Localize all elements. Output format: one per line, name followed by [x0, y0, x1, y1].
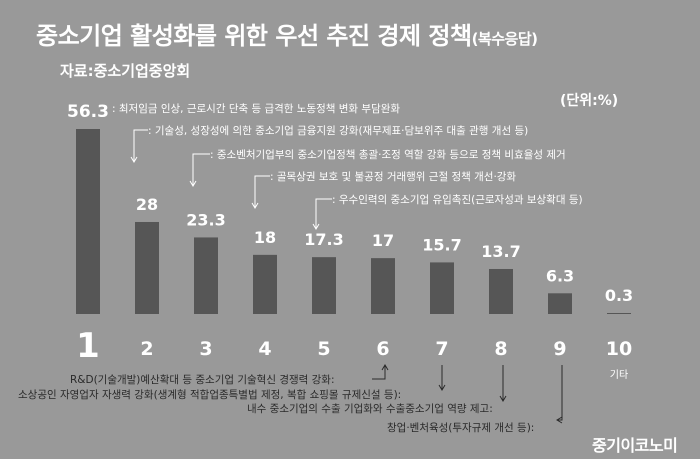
category-label-5: 5: [317, 338, 330, 360]
value-label-6: 17: [372, 231, 394, 250]
bar-4: [253, 254, 277, 314]
bar-5: [312, 257, 336, 314]
value-label-3: 23.3: [186, 210, 225, 229]
annotation-bottom-7: 소상공인 자영업자 자생력 강화(생계형 적합업종특별법 제정, 복합 쇼핑몰 …: [18, 388, 401, 401]
bar-2: [135, 221, 159, 314]
annotation-connector-4: [254, 175, 270, 208]
value-label-7: 15.7: [422, 235, 461, 254]
annotation-bottom-9: 창업·벤처육성(투자규제 개선 등):: [387, 421, 534, 434]
category-label-7: 7: [435, 338, 448, 360]
category-label-6: 6: [376, 338, 389, 360]
category-label-2: 2: [140, 338, 153, 360]
annotation-top-5: : 우수인력의 중소기업 유입촉진(근로자성과 보상확대 등): [332, 193, 583, 206]
annotation-connector-6: [372, 365, 386, 380]
annotation-connector-5: [315, 198, 332, 229]
value-label-5: 17.3: [304, 230, 343, 249]
chart-title-text: 중소기업 활성화를 위한 우선 추진 경제 정책: [36, 22, 472, 50]
bar-1: [76, 129, 100, 314]
annotation-arrowhead-3: [189, 180, 197, 187]
category-note-10: 기타: [610, 369, 628, 381]
category-label-1: 1: [76, 326, 100, 366]
annotation-top-1: : 최저임금 인상, 근로시간 단축 등 급격한 노동정책 변화 부담완화: [112, 102, 400, 115]
annotation-arrowhead-8: [499, 395, 507, 402]
value-label-4: 18: [254, 228, 276, 247]
annotation-arrowhead-5: [312, 223, 320, 230]
bar-3: [194, 237, 218, 314]
value-label-9: 6.3: [546, 266, 574, 285]
annotation-bottom-6: R&D(기술개발)예산확대 등 중소기업 기술혁신 경쟁력 강화:: [70, 373, 335, 386]
annotation-connector-3: [192, 153, 210, 186]
value-label-2: 28: [136, 195, 158, 214]
annotation-top-2: : 기술성, 성장성에 의한 중소기업 금융지원 강화(재무제표·담보위주 대출…: [148, 124, 528, 137]
category-label-4: 4: [258, 338, 271, 360]
annotation-arrowhead-4: [251, 202, 259, 209]
annotation-top-3: : 중소벤처기업부의 중소기업정책 총괄·조정 역할 강화 등으로 정책 비효율…: [210, 148, 566, 161]
source-label: 자료:중소기업중앙회: [60, 62, 191, 80]
category-label-3: 3: [199, 338, 212, 360]
value-label-1: 56.3: [67, 102, 109, 122]
bar-8: [489, 268, 513, 314]
value-label-10: 0.3: [605, 286, 633, 305]
annotation-connector-9: [557, 365, 563, 421]
unit-label: (단위:%): [560, 93, 619, 109]
category-label-8: 8: [494, 338, 507, 360]
annotation-arrowhead-9: [556, 416, 563, 424]
annotation-bottom-8: 내수 중소기업의 수출 기업화와 수출중소기업 역량 제고:: [247, 402, 493, 415]
chart-title-note: (복수응답): [471, 30, 538, 48]
annotation-arrowhead-6: [381, 364, 389, 371]
bar-6: [371, 258, 395, 314]
category-label-10: 10: [606, 338, 632, 360]
value-label-8: 13.7: [481, 242, 520, 261]
brand-logo: 중기이코노미: [592, 436, 678, 455]
bar-9: [548, 293, 572, 314]
annotation-arrowhead-2: [130, 156, 138, 163]
bar-10: [607, 313, 631, 314]
bar-7: [430, 262, 454, 314]
annotation-top-4: : 골목상권 보호 및 불공정 거래행위 근절 정책 개선·강화: [270, 170, 516, 183]
annotation-arrowhead-7: [438, 384, 446, 391]
category-label-9: 9: [553, 338, 566, 360]
annotation-connector-2: [133, 129, 148, 162]
chart-title: 중소기업 활성화를 위한 우선 추진 경제 정책(복수응답): [36, 16, 538, 51]
